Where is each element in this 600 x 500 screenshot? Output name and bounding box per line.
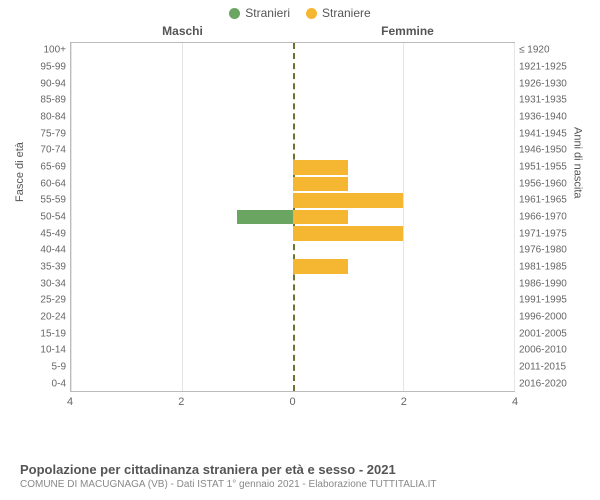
chart-footer: Popolazione per cittadinanza straniera p… [20,462,580,490]
birth-label: 1951-1955 [519,162,580,173]
x-tick-label: 2 [178,396,184,408]
age-label: 65-69 [20,162,66,173]
y-axis-age-labels: 100+ 95-99 90-94 85-89 80-84 75-79 70-74 65-69 6… [20,42,66,392]
birth-label: 1966-1970 [519,212,580,223]
header-male: Maschi [20,24,295,38]
legend-swatch-male [229,8,240,19]
chart-title: Popolazione per cittadinanza straniera p… [20,462,580,477]
birth-label: 1921-1925 [519,62,580,73]
age-label: 75-79 [20,128,66,139]
legend-label-male: Stranieri [245,6,290,20]
header-female: Femmine [295,24,580,38]
age-label: 55-59 [20,195,66,206]
birth-label: 1931-1935 [519,95,580,106]
birth-label: 2001-2005 [519,328,580,339]
x-axis-labels: 4 2 0 2 4 [70,396,515,410]
age-row [71,258,514,275]
y-axis-birth-labels: ≤ 1920 1921-1925 1926-1930 1931-1935 1936-19… [519,42,580,392]
bar-female [293,193,404,208]
birth-label: 1991-1995 [519,295,580,306]
age-row [71,192,514,209]
birth-label: 1976-1980 [519,245,580,256]
age-label: 80-84 [20,112,66,123]
x-tick-label: 4 [512,396,518,408]
age-row [71,308,514,325]
birth-label: 1961-1965 [519,195,580,206]
age-label: 15-19 [20,328,66,339]
age-row [71,374,514,391]
x-tick-label: 4 [67,396,73,408]
bar-female [293,210,348,225]
age-row [71,109,514,126]
age-row [71,292,514,309]
bar-male [237,210,292,225]
age-row [71,126,514,143]
x-tick-label: 0 [289,396,295,408]
age-label: 70-74 [20,145,66,156]
birth-label: 1996-2000 [519,312,580,323]
birth-label: 1936-1940 [519,112,580,123]
age-row [71,142,514,159]
age-label: 25-29 [20,295,66,306]
legend-swatch-female [306,8,317,19]
bar-female [293,177,348,192]
age-row [71,93,514,110]
age-row [71,341,514,358]
age-label: 20-24 [20,312,66,323]
age-label: 0-4 [20,378,66,389]
birth-label: 1926-1930 [519,78,580,89]
x-tick-label: 2 [401,396,407,408]
legend-item-female: Straniere [306,6,371,20]
birth-label: 1956-1960 [519,178,580,189]
age-label: 10-14 [20,345,66,356]
age-label: 50-54 [20,212,66,223]
age-label: 30-34 [20,278,66,289]
age-label: 90-94 [20,78,66,89]
age-row [71,358,514,375]
birth-label: 2011-2015 [519,361,580,372]
age-label: 5-9 [20,361,66,372]
birth-label: 2006-2010 [519,345,580,356]
age-row [71,159,514,176]
gridline [514,43,515,391]
plot-area [70,42,515,392]
age-row [71,76,514,93]
gender-headers: Maschi Femmine [20,24,580,38]
age-label: 35-39 [20,262,66,273]
legend: Stranieri Straniere [0,0,600,20]
chart-subtitle: COMUNE DI MACUGNAGA (VB) - Dati ISTAT 1°… [20,479,580,490]
birth-label: 1946-1950 [519,145,580,156]
legend-label-female: Straniere [322,6,371,20]
age-label: 100+ [20,45,66,56]
age-row [71,225,514,242]
bar-female [293,259,348,274]
age-label: 45-49 [20,228,66,239]
birth-label: 2016-2020 [519,378,580,389]
birth-label: 1981-1985 [519,262,580,273]
population-pyramid-chart: Maschi Femmine Fasce di età Anni di nasc… [20,20,580,420]
age-row [71,43,514,60]
birth-label: 1971-1975 [519,228,580,239]
age-label: 95-99 [20,62,66,73]
age-label: 85-89 [20,95,66,106]
birth-label: 1986-1990 [519,278,580,289]
age-row [71,242,514,259]
age-label: 60-64 [20,178,66,189]
bar-female [293,160,348,175]
age-row [71,60,514,77]
age-label: 40-44 [20,245,66,256]
age-row [71,275,514,292]
bar-female [293,226,404,241]
birth-label: ≤ 1920 [519,45,580,56]
age-row [71,209,514,226]
birth-label: 1941-1945 [519,128,580,139]
legend-item-male: Stranieri [229,6,290,20]
age-row [71,325,514,342]
age-row [71,176,514,193]
